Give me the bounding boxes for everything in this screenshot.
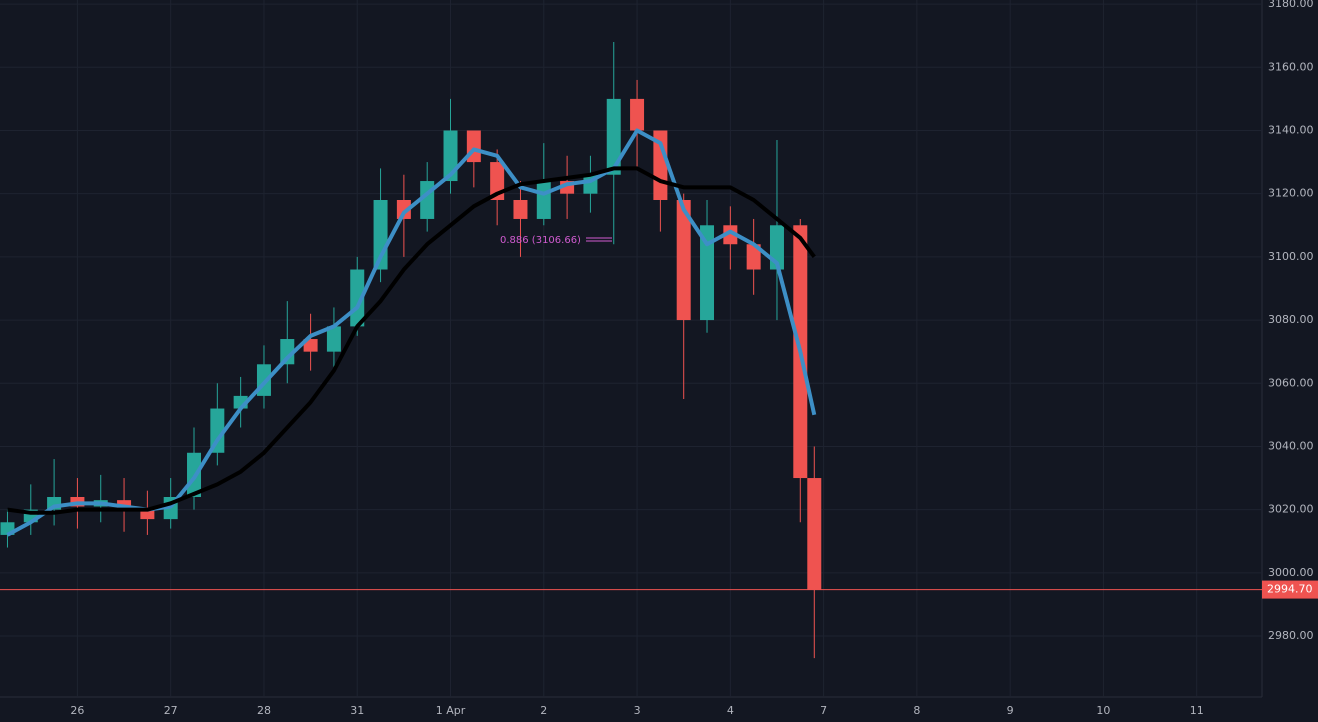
last-price-label: 2994.70 — [1267, 583, 1313, 596]
candle-body — [326, 326, 341, 352]
x-tick-label: 3 — [634, 704, 641, 717]
y-tick-label: 3020.00 — [1268, 503, 1314, 516]
candle-body — [723, 225, 738, 245]
x-tick-label: 7 — [820, 704, 827, 717]
candle-body — [396, 200, 411, 219]
y-tick-label: 2980.00 — [1268, 629, 1314, 642]
y-tick-label: 3000.00 — [1268, 566, 1314, 579]
y-tick-label: 3180.00 — [1268, 0, 1314, 10]
y-tick-label: 3140.00 — [1268, 123, 1314, 136]
x-tick-label: 10 — [1096, 704, 1110, 717]
x-tick-label: 4 — [727, 704, 734, 717]
y-tick-label: 3060.00 — [1268, 376, 1314, 389]
x-tick-label: 9 — [1007, 704, 1014, 717]
candle-body — [280, 339, 295, 365]
candle-body — [606, 98, 621, 175]
candle-body — [807, 478, 822, 590]
x-tick-label: 1 Apr — [436, 704, 466, 717]
x-tick-label: 8 — [913, 704, 920, 717]
y-tick-label: 3160.00 — [1268, 60, 1314, 73]
x-tick-label: 28 — [257, 704, 271, 717]
candle-body — [513, 200, 528, 219]
x-tick-label: 31 — [350, 704, 364, 717]
y-tick-label: 3120.00 — [1268, 187, 1314, 200]
y-tick-label: 3080.00 — [1268, 313, 1314, 326]
moving-average — [7, 166, 816, 515]
candle-body — [700, 225, 715, 321]
candle-body — [630, 98, 645, 131]
y-tick-label: 3100.00 — [1268, 250, 1314, 263]
candle-body — [140, 509, 155, 520]
x-tick-label: 2 — [540, 704, 547, 717]
x-tick-label: 26 — [70, 704, 84, 717]
annotation: 0.886 (3106.66) — [500, 235, 581, 246]
x-tick-label: 11 — [1190, 704, 1204, 717]
candle-body — [210, 408, 225, 453]
candle-body — [676, 200, 691, 321]
candle-body — [536, 181, 551, 219]
x-tick-label: 27 — [164, 704, 178, 717]
candle-body — [746, 244, 761, 270]
last-price-tag — [1262, 580, 1318, 599]
candle-body — [303, 339, 318, 352]
y-tick-label: 3040.00 — [1268, 439, 1314, 452]
